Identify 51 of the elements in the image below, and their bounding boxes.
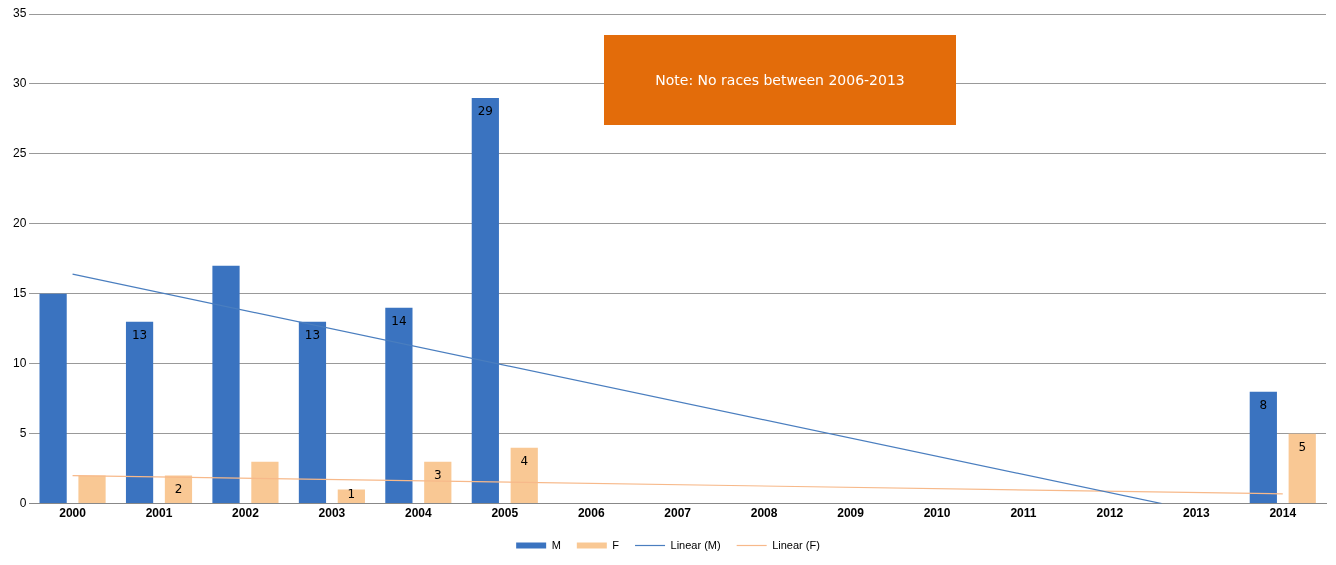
legend-label: Linear (F) <box>772 538 820 551</box>
x-tick-label: 2000 <box>59 506 87 521</box>
data-label: 4 <box>520 453 529 468</box>
data-label: 13 <box>131 327 148 342</box>
data-label: 3 <box>433 467 442 482</box>
legend-label: M <box>551 538 561 551</box>
y-tick-label: 20 <box>12 216 27 231</box>
data-label: 1 <box>347 487 356 502</box>
bar <box>125 321 154 504</box>
x-tick-label: 2008 <box>750 506 778 521</box>
y-tick-label: 35 <box>12 6 27 21</box>
x-tick-label: 2012 <box>1096 506 1124 521</box>
x-tick-label: 2011 <box>1010 506 1037 521</box>
bar <box>510 447 538 504</box>
y-tick-label: 10 <box>12 356 27 371</box>
x-tick-label: 2005 <box>491 506 519 521</box>
bar <box>78 475 106 504</box>
x-tick-label: 2013 <box>1182 506 1210 521</box>
bar <box>251 461 279 504</box>
data-label: 8 <box>1259 397 1268 412</box>
x-tick-label: 2003 <box>318 506 346 521</box>
x-tick-label: 2002 <box>232 506 260 521</box>
annotation: Note: No races between 2006-2013 <box>655 72 905 88</box>
bar <box>39 293 67 504</box>
x-tick-label: 2004 <box>404 506 433 521</box>
bar <box>424 461 452 504</box>
note-box: Note: No races between 2006-2013 <box>604 35 956 125</box>
x-tick-label: 2001 <box>145 506 173 521</box>
x-tick-label: 2010 <box>923 506 951 521</box>
y-tick-label: 25 <box>12 146 27 161</box>
legend-label: F <box>612 538 620 551</box>
y-tick-label: 5 <box>19 425 27 440</box>
y-tick-label: 0 <box>19 495 27 510</box>
y-tick-label: 30 <box>12 76 27 91</box>
data-label: 5 <box>1298 439 1307 454</box>
bar <box>1288 433 1316 504</box>
data-label: 29 <box>477 104 493 119</box>
data-label: 2 <box>174 481 183 496</box>
x-tick-label: 2006 <box>577 506 605 521</box>
y-tick-label: 15 <box>12 286 27 301</box>
x-tick-label: 2009 <box>837 506 865 521</box>
bar <box>1249 391 1277 504</box>
bar <box>471 97 499 504</box>
bar <box>298 321 327 504</box>
legend-label: Linear (M) <box>670 538 721 551</box>
bar <box>212 265 240 504</box>
bar <box>385 307 413 504</box>
data-label: 14 <box>391 313 407 328</box>
x-tick-label: 2007 <box>664 506 692 521</box>
x-tick-label: 2014 <box>1269 506 1297 521</box>
data-label: 13 <box>304 327 321 342</box>
